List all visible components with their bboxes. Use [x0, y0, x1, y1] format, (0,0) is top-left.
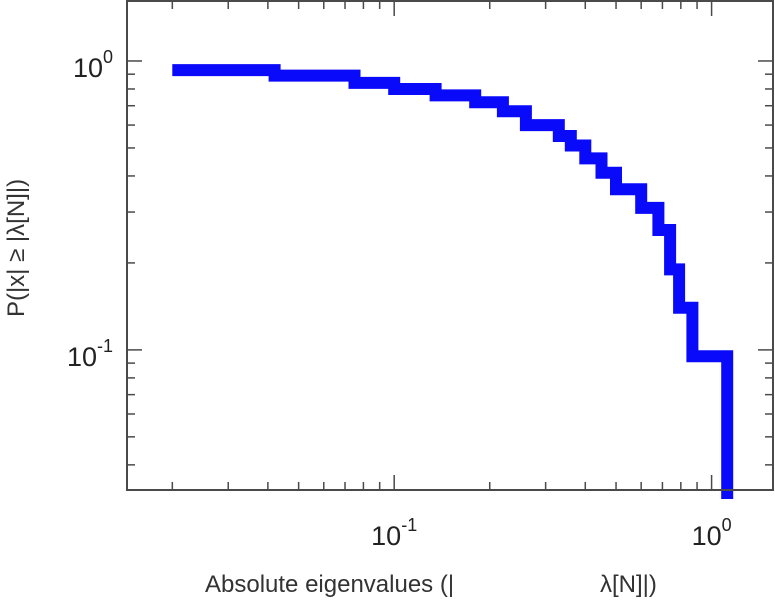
y-tick-label: 10-1	[67, 336, 113, 372]
tick-marks	[128, 2, 772, 489]
y-tick-label: 100	[73, 47, 113, 83]
x-tick-label: 100	[692, 515, 732, 551]
series-line	[172, 64, 734, 499]
plot-frame	[126, 0, 774, 491]
x-axis-label: Absolute eigenvalues (| λ[N]|)	[205, 571, 657, 598]
y-axis-label: P(|x| ≥ |λ[N]|)	[3, 179, 30, 317]
x-tick-label: 10-1	[371, 515, 417, 551]
